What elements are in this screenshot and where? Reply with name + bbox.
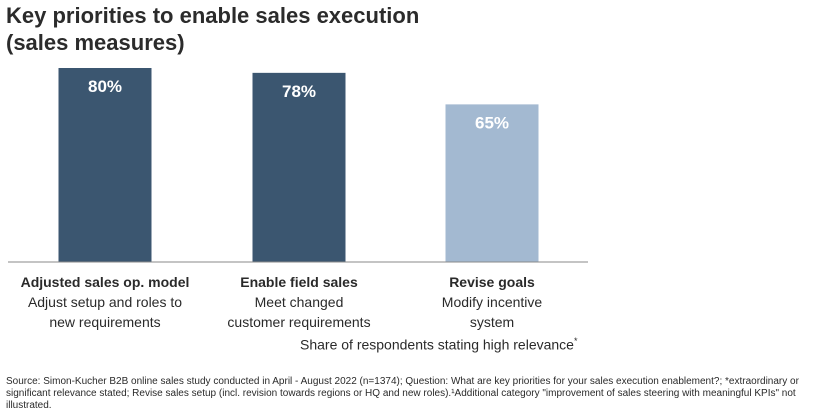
bar-value-label-2: 65% xyxy=(475,113,509,132)
category-name: Enable field sales xyxy=(240,274,358,290)
category-description-line: Adjust setup and roles to xyxy=(27,294,183,310)
bars-group: 80% 78% 65% xyxy=(58,68,539,262)
category-name: Revise goals xyxy=(449,274,535,290)
bar-1 xyxy=(252,72,346,262)
source-footnote: Source: Simon-Kucher B2B online sales st… xyxy=(6,376,799,411)
chart-title: Key priorities to enable sales execution… xyxy=(6,2,526,56)
category-description-line: Meet changed xyxy=(254,294,344,310)
share-note-marker: * xyxy=(573,336,578,346)
bar-0 xyxy=(58,68,152,262)
category-name: Adjusted sales op. model xyxy=(20,274,190,290)
category-label-1: Enable field sales Meet changed customer… xyxy=(194,272,404,332)
category-description-line: customer requirements xyxy=(227,314,371,330)
bar-2 xyxy=(445,104,539,262)
category-label-0: Adjusted sales op. model Adjust setup an… xyxy=(0,272,210,332)
category-description-line: Modify incentive xyxy=(441,294,543,310)
chart-title-line-1: Key priorities to enable sales execution xyxy=(6,3,420,28)
share-note: Share of respondents stating high releva… xyxy=(300,336,600,353)
bar-value-label-0: 80% xyxy=(88,77,122,96)
category-description-line: system xyxy=(469,314,515,330)
bar-value-label-1: 78% xyxy=(282,82,316,101)
category-description-line: new requirements xyxy=(49,314,161,330)
share-note-text: Share of respondents stating high releva… xyxy=(300,336,574,353)
category-label-2: Revise goals Modify incentive system xyxy=(387,272,597,332)
bar-chart: 80% 78% 65% xyxy=(8,68,588,263)
chart-title-line-2: (sales measures) xyxy=(6,30,185,55)
